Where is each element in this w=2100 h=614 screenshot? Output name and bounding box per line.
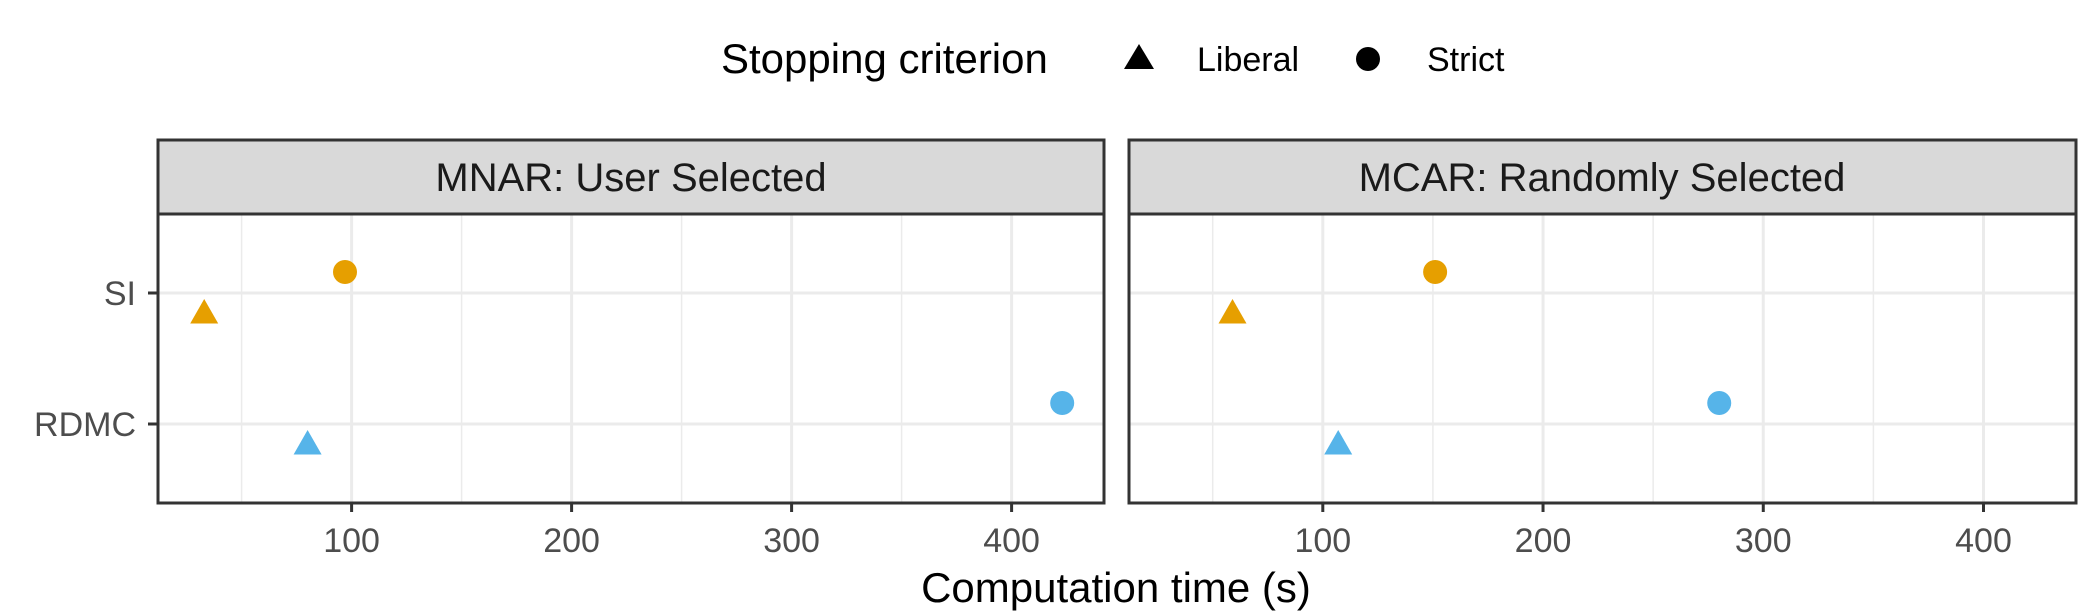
plot-area-mnar <box>158 214 1104 503</box>
gridlines-mnar <box>158 214 1104 503</box>
legend-title: Stopping criterion <box>721 35 1048 82</box>
point-rdmc-strict <box>1050 391 1075 415</box>
panel-strip-mnar <box>156 138 1106 216</box>
x-tick-label: 400 <box>1955 522 2012 560</box>
points-mnar <box>190 260 1075 455</box>
panel-title-mcar: MCAR: Randomly Selected <box>1359 156 1846 200</box>
x-tick-label: 300 <box>763 522 820 560</box>
legend: Stopping criterion Liberal Strict <box>721 35 1505 82</box>
plot-border-mnar <box>156 212 1106 505</box>
panel-mnar: MNAR: User Selected 100 200 300 400 <box>156 138 1106 560</box>
point-si-liberal <box>190 299 219 324</box>
point-rdmc-liberal <box>293 430 322 455</box>
point-si-liberal <box>1218 299 1247 324</box>
x-axis-mcar: 100 200 300 400 <box>1294 503 2012 560</box>
point-rdmc-liberal <box>1324 430 1353 455</box>
panel-mcar: MCAR: Randomly Selected 100 200 300 400 <box>1127 138 2078 560</box>
point-rdmc-strict <box>1707 391 1732 415</box>
y-axis: SI RDMC <box>34 275 158 444</box>
y-tick-label: SI <box>104 275 136 313</box>
plot-border-mcar <box>1127 212 2078 505</box>
x-tick-label: 100 <box>323 522 380 560</box>
panel-strip-mcar <box>1127 138 2078 216</box>
panel-title-mnar: MNAR: User Selected <box>435 156 826 200</box>
legend-circle-icon <box>1356 47 1380 71</box>
x-tick-label: 100 <box>1294 522 1351 560</box>
x-tick-label: 300 <box>1735 522 1792 560</box>
legend-label-strict: Strict <box>1427 41 1505 79</box>
point-si-strict <box>333 260 357 284</box>
x-tick-label: 400 <box>983 522 1040 560</box>
points-mcar <box>1218 260 1732 455</box>
point-si-strict <box>1423 260 1448 284</box>
x-axis-title: Computation time (s) <box>921 564 1311 611</box>
legend-triangle-icon <box>1124 44 1154 69</box>
legend-label-liberal: Liberal <box>1197 41 1299 79</box>
plot-area-mcar <box>1129 214 2076 503</box>
x-tick-label: 200 <box>1515 522 1572 560</box>
x-axis-mnar: 100 200 300 400 <box>323 503 1040 560</box>
x-tick-label: 200 <box>543 522 600 560</box>
y-tick-label: RDMC <box>34 406 136 444</box>
